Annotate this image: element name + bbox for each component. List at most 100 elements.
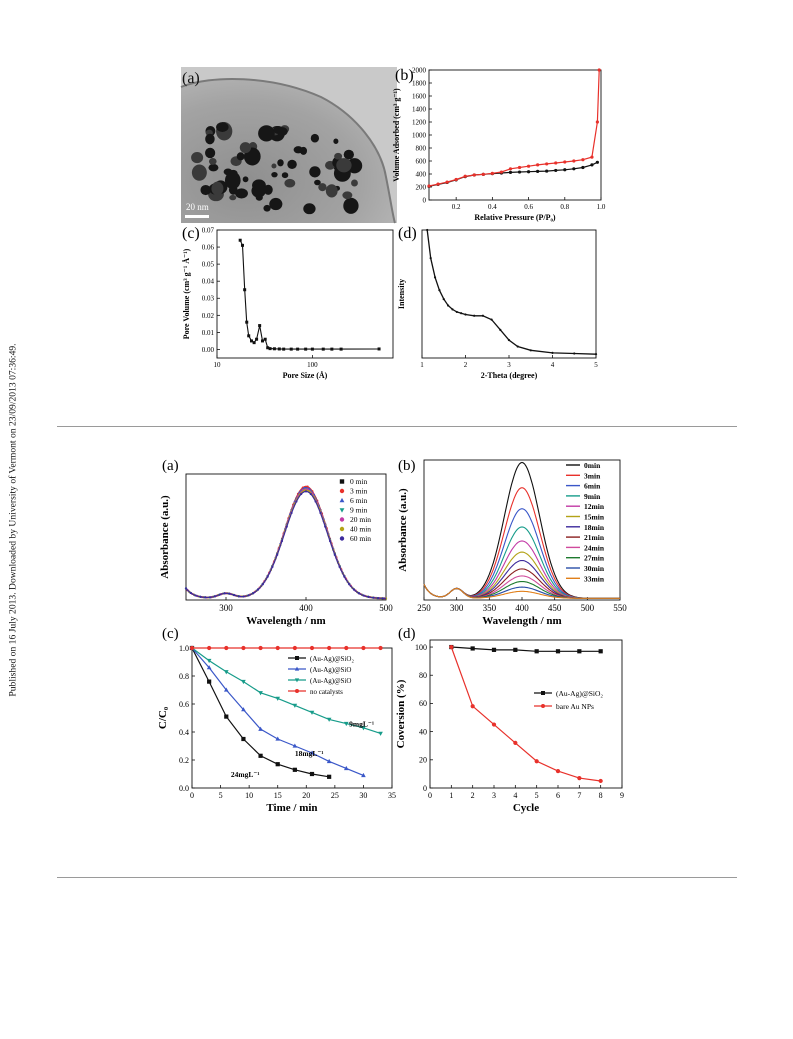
x-tick-label: 4 (513, 791, 517, 800)
data-point (343, 575, 346, 578)
y-tick-label: 2000 (412, 66, 427, 74)
x-tick-label: 300 (450, 603, 464, 613)
data-point (314, 500, 317, 503)
data-point (309, 710, 315, 715)
data-point (326, 758, 332, 764)
y-tick-label: 0.4 (179, 728, 189, 737)
x-tick-label: 30 (359, 791, 367, 800)
plot-frame (216, 229, 394, 359)
data-point (232, 593, 236, 597)
data-point (464, 313, 467, 316)
data-point (491, 722, 497, 727)
nanoparticle (334, 152, 343, 160)
series-line (451, 646, 601, 652)
legend-label: 0min (584, 461, 601, 470)
nanoparticle (281, 172, 289, 179)
panel-label-2c: (c) (162, 626, 179, 642)
data-point (451, 308, 454, 311)
y-tick-label: 20 (419, 756, 427, 765)
x-tick-label: 2 (471, 791, 475, 800)
data-point (339, 526, 345, 532)
data-point (189, 645, 195, 651)
x-tick-label: 8 (599, 791, 603, 800)
data-point (381, 597, 384, 600)
data-point (310, 347, 314, 351)
data-point (296, 347, 300, 351)
x-axis-label: 2-Theta (degree) (481, 371, 538, 380)
y-tick-label: 0 (423, 784, 427, 793)
chart-recycling: (d) 0 1 2 3 4 5 6 7 8 9 0 20 40 60 80 100 Cycle Coversion… (395, 626, 624, 814)
data-point (470, 646, 475, 651)
data-point (507, 338, 511, 342)
y-tick-label: 0.0 (179, 784, 189, 793)
data-point (563, 160, 567, 164)
annotation-label: 9mgL⁻¹ (349, 719, 374, 728)
data-point (590, 155, 594, 159)
nanoparticle (303, 203, 316, 215)
legend-label: no catalysts (310, 688, 343, 696)
legend-label: 24min (584, 543, 605, 552)
data-point (184, 587, 188, 590)
data-point (455, 310, 458, 314)
panel-label-1a: (a) (182, 70, 200, 87)
x-tick-label: 350 (483, 603, 497, 613)
data-point (338, 565, 341, 569)
nanoparticle (309, 166, 321, 178)
panel-label-1d: (d) (398, 225, 417, 242)
data-point (490, 171, 494, 175)
y-tick-label: 0.07 (202, 226, 215, 234)
nanoparticle (277, 127, 288, 136)
data-point (275, 645, 280, 651)
y-tick-label: 0.8 (179, 672, 189, 681)
x-tick-label: 5 (594, 361, 598, 369)
y-tick-label: 0.03 (202, 295, 215, 303)
nanoparticle (208, 157, 217, 165)
data-point (339, 517, 345, 522)
annotation-label: 24mgL⁻¹ (231, 770, 260, 779)
x-tick-label: 5 (535, 791, 539, 800)
x-axis-label: Pore Size (Å) (283, 371, 328, 380)
data-point (207, 679, 212, 684)
data-point (252, 341, 256, 345)
data-point (577, 649, 582, 654)
data-point (362, 594, 365, 597)
data-point (555, 649, 561, 654)
x-tick-label: 10 (214, 361, 222, 369)
data-point (339, 497, 345, 503)
data-point (266, 575, 269, 578)
data-point (206, 658, 212, 664)
y-tick-label: 40 (419, 727, 427, 736)
data-point (292, 703, 298, 708)
data-point (491, 647, 497, 652)
data-point (352, 588, 356, 591)
data-point (536, 169, 540, 173)
y-axis-label: Coversion (%) (395, 679, 407, 748)
data-point (427, 184, 431, 188)
y-tick-label: 0.06 (202, 244, 215, 252)
nanoparticle (351, 179, 358, 187)
series-line (191, 647, 381, 734)
data-point (378, 645, 383, 651)
y-tick-label: 0.6 (179, 700, 189, 709)
x-tick-label: 5 (219, 791, 223, 800)
data-point (343, 765, 349, 771)
x-tick-label: 1.0 (597, 203, 606, 211)
data-point (572, 167, 576, 171)
data-point (258, 753, 263, 758)
data-point (250, 339, 254, 343)
legend-label: 3 min (350, 487, 368, 496)
nanoparticle (314, 179, 321, 186)
nanoparticle (235, 188, 248, 199)
data-point (343, 721, 349, 727)
data-point (204, 596, 207, 599)
data-point (189, 591, 192, 595)
data-point (268, 347, 272, 351)
data-point (490, 318, 493, 321)
y-tick-label: 400 (416, 170, 427, 178)
data-point (595, 160, 599, 164)
x-tick-label: 7 (577, 791, 581, 800)
x-tick-label: 550 (613, 603, 627, 613)
x-tick-label: 15 (274, 791, 282, 800)
y-tick-label: 0.01 (202, 329, 215, 337)
data-point (290, 511, 293, 515)
